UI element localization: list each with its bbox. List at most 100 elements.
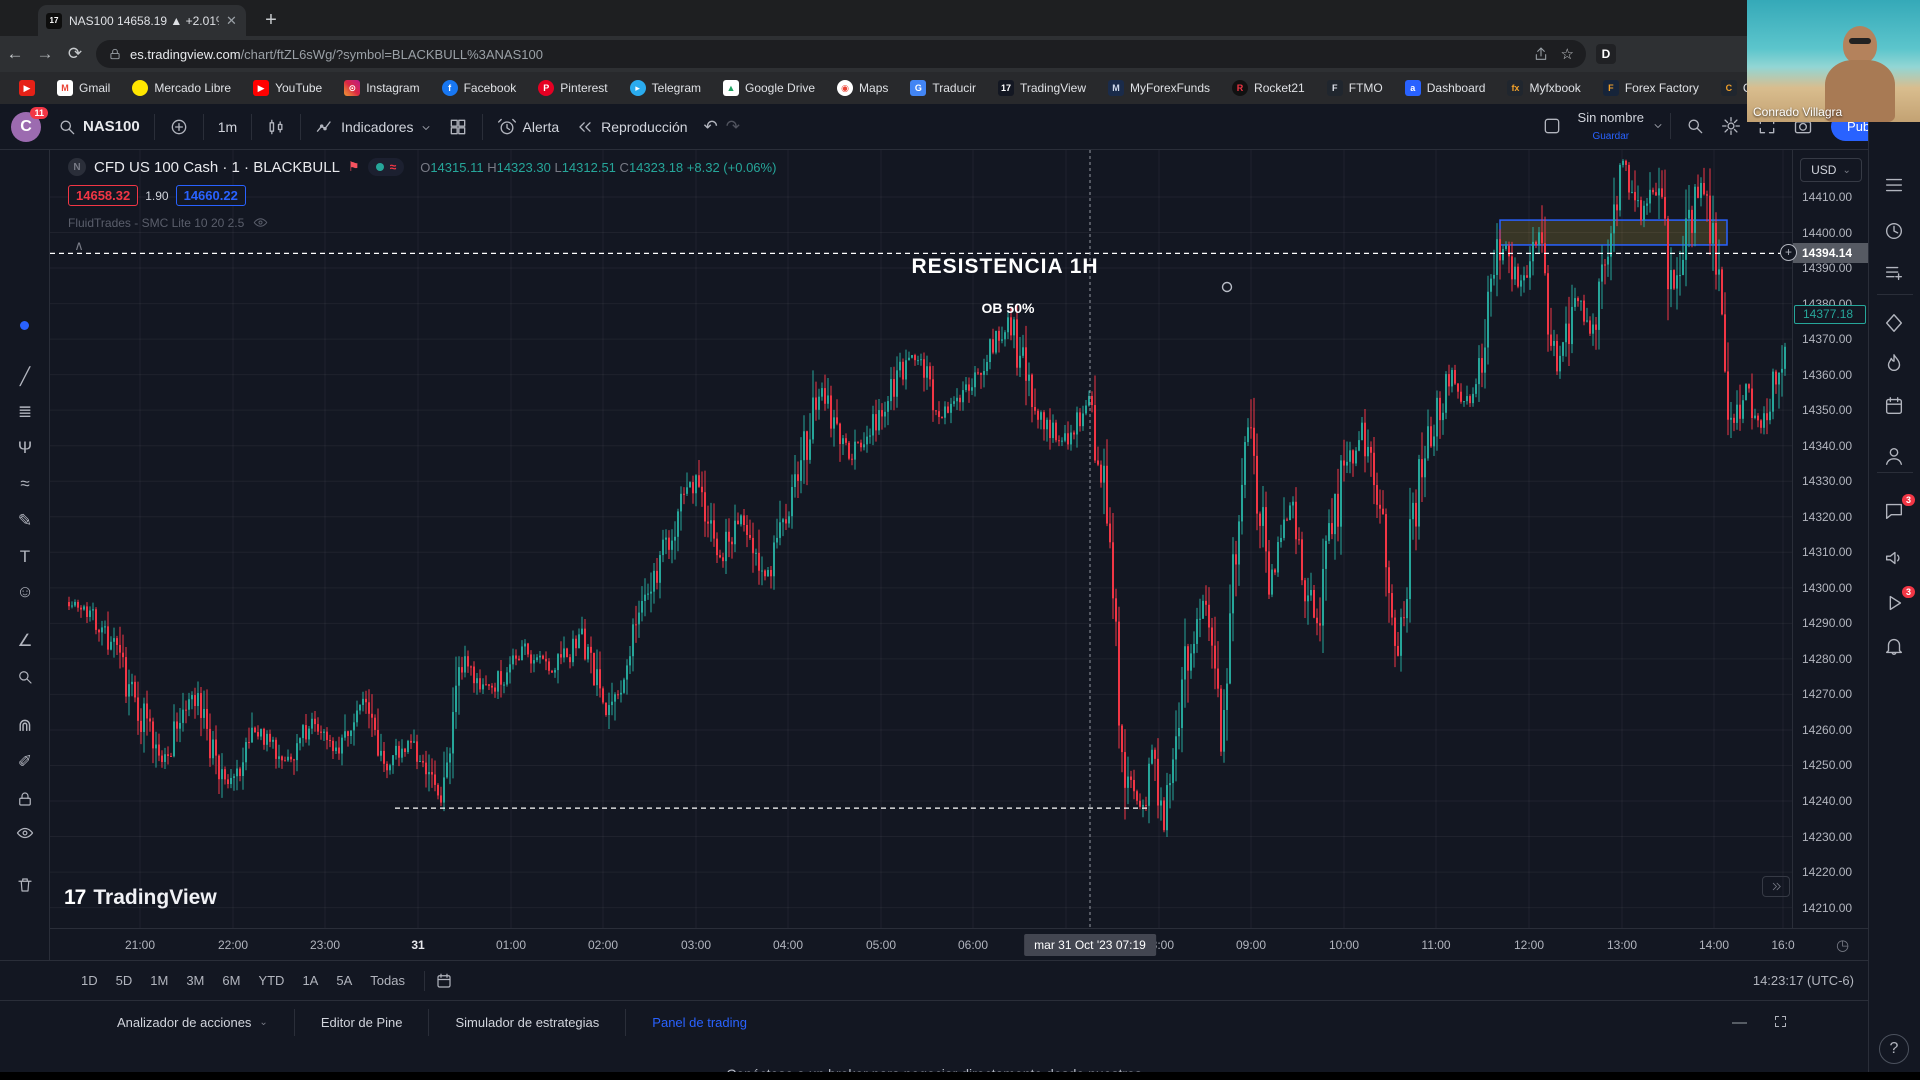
tab-panel-de-trading[interactable]: Panel de trading [625, 1009, 773, 1036]
trash-tool[interactable] [7, 869, 43, 901]
news-icon[interactable] [1883, 262, 1907, 286]
bookmark-rocket21[interactable]: R Rocket21 [1223, 77, 1314, 99]
bookmark-tradingview[interactable]: 17 TradingView [989, 77, 1095, 99]
range-6m[interactable]: 6M [222, 973, 241, 988]
scroll-right-button[interactable] [1762, 876, 1790, 897]
layout-template-button[interactable] [1534, 110, 1570, 142]
bookmark-dashboard[interactable]: a Dashboard [1396, 77, 1495, 99]
indicator-name[interactable]: FluidTrades - SMC Lite 10 20 2.5 [68, 215, 245, 230]
magnet-tool[interactable]: ⋒ [17, 716, 33, 735]
panel-maximize-icon[interactable] [1773, 1014, 1788, 1029]
range-5a[interactable]: 5A [336, 973, 353, 988]
compare-button[interactable] [161, 111, 197, 143]
emoji-tool[interactable]: ☺ [16, 582, 34, 601]
panel-minimize-icon[interactable]: — [1732, 1014, 1747, 1031]
bookmark-ftmo[interactable]: F FTMO [1318, 77, 1392, 99]
zoom-tool[interactable] [7, 661, 43, 693]
bookmark-telegram[interactable]: ▸ Telegram [621, 77, 710, 99]
brush-tool[interactable]: ✎ [17, 511, 33, 530]
trend-line-tool[interactable]: ╱ [19, 367, 31, 386]
bookmark-instagram[interactable]: ⊙ Instagram [335, 77, 428, 99]
bookmark-facebook[interactable]: f Facebook [433, 77, 526, 99]
chart-style-button[interactable] [258, 111, 294, 143]
symbol-search-button[interactable]: NAS100 [49, 111, 148, 143]
range-3m[interactable]: 3M [186, 973, 205, 988]
extension-icon[interactable]: D [1596, 44, 1616, 64]
bookmark-traducir[interactable]: G Traducir [901, 77, 985, 99]
help-button[interactable]: ? [1879, 1034, 1909, 1064]
replay-button[interactable]: Reproducción [567, 111, 695, 143]
bookmark-maps[interactable]: ◉ Maps [828, 77, 897, 99]
hotlists-icon[interactable] [1883, 352, 1907, 376]
notifications-icon[interactable] [1883, 635, 1907, 659]
undo-button[interactable]: ↶ [703, 116, 718, 136]
save-layout-button[interactable]: Sin nombre Guardar [1577, 109, 1645, 143]
range-5d[interactable]: 5D [115, 973, 133, 988]
symbol-title[interactable]: CFD US 100 Cash · 1 · BLACKBULL [94, 158, 340, 176]
hide-tool[interactable] [7, 817, 43, 849]
sell-price-button[interactable]: 14658.32 [68, 185, 139, 206]
bookmark-star-icon[interactable]: ☆ [1560, 46, 1574, 63]
server-clock[interactable]: 14:23:17 (UTC-6) [1752, 973, 1854, 988]
videos-icon[interactable]: 3 [1883, 586, 1915, 616]
bookmark-google-drive[interactable]: ▲ Google Drive [714, 77, 824, 99]
bookmark-gmail[interactable]: M Gmail [48, 77, 119, 99]
buy-price-button[interactable]: 14660.22 [175, 185, 246, 206]
indicators-button[interactable]: Indicadores [307, 111, 439, 143]
time-axis[interactable]: mar 31 Oct '23 07:19 21:00 22:00 23:00 31 01… [50, 928, 1795, 960]
currency-selector[interactable]: USD ⌄ [1800, 158, 1862, 182]
chevron-down-icon[interactable] [1652, 116, 1664, 136]
flag-icon[interactable]: ⚑ [347, 159, 360, 174]
streams-icon[interactable] [1883, 547, 1907, 571]
new-tab-button[interactable]: + [265, 9, 277, 31]
cursor-tool-indicator[interactable] [20, 321, 29, 330]
draw-tool[interactable]: ✐ [17, 752, 33, 771]
lock-tool[interactable] [7, 783, 43, 815]
bookmark-pinterest[interactable]: P Pinterest [529, 77, 616, 99]
go-to-date-icon[interactable] [435, 972, 453, 990]
alerts-icon[interactable] [1883, 220, 1907, 244]
range-1d[interactable]: 1D [81, 973, 98, 988]
layout-grid-button[interactable] [440, 111, 476, 143]
range-todas[interactable]: Todas [370, 973, 405, 988]
timezone-button[interactable]: ◷ [1792, 928, 1868, 960]
browser-tab[interactable]: 17 NAS100 14658.19 ▲ +2.01% Sin ✕ [38, 5, 246, 36]
settings-button[interactable] [1713, 110, 1749, 142]
pattern-tool[interactable]: ≈ [20, 474, 30, 493]
ideas-icon[interactable] [1883, 445, 1907, 469]
text-tool[interactable]: T [19, 547, 31, 566]
user-avatar[interactable]: C 11 [11, 106, 48, 142]
fib-retracement-tool[interactable]: ≣ [17, 402, 33, 421]
quick-search-button[interactable] [1677, 110, 1713, 142]
legend-collapse-button[interactable]: ∧ [74, 238, 84, 253]
back-button[interactable]: ← [6, 44, 24, 63]
tab-close-icon[interactable]: ✕ [226, 12, 237, 28]
bookmark-youtube[interactable]: ▶ YouTube [244, 77, 331, 99]
chat-icon[interactable]: 3 [1883, 494, 1915, 524]
share-icon[interactable] [1533, 46, 1549, 62]
reload-button[interactable]: ⟳ [67, 44, 83, 63]
object-tree-icon[interactable] [1883, 312, 1907, 336]
pitchfork-tool[interactable]: Ψ [17, 438, 33, 457]
watchlist-icon[interactable] [1883, 174, 1907, 198]
bookmark-mercado-libre[interactable]: Mercado Libre [123, 77, 240, 99]
eye-icon[interactable] [253, 215, 268, 230]
tab-analizador-de-acciones[interactable]: Analizador de acciones ⌄ [117, 1015, 268, 1030]
add-alert-plus-icon[interactable]: + [1780, 244, 1797, 262]
bookmark-myfxbook[interactable]: fx Myfxbook [1498, 77, 1589, 99]
bookmark-icon[interactable]: ▶ [10, 77, 44, 99]
alert-button[interactable]: Alerta [489, 111, 568, 143]
range-1a[interactable]: 1A [302, 973, 319, 988]
tab-simulador-de-estrategias[interactable]: Simulador de estrategias [428, 1009, 625, 1036]
address-bar[interactable]: es.tradingview.com/chart/ftZL6sWg/?symbo… [96, 40, 1586, 68]
bookmark-myforexfunds[interactable]: M MyForexFunds [1099, 77, 1219, 99]
forward-button[interactable]: → [36, 44, 54, 63]
range-ytd[interactable]: YTD [258, 973, 285, 988]
range-1m[interactable]: 1M [150, 973, 169, 988]
redo-button[interactable]: ↷ [725, 116, 741, 136]
bookmark-forex-factory[interactable]: F Forex Factory [1594, 77, 1708, 99]
tab-editor-de-pine[interactable]: Editor de Pine [293, 1009, 429, 1036]
ruler-tool[interactable]: ∠ [17, 631, 33, 650]
calendar-icon[interactable] [1883, 395, 1907, 419]
interval-button[interactable]: 1m [217, 118, 238, 135]
